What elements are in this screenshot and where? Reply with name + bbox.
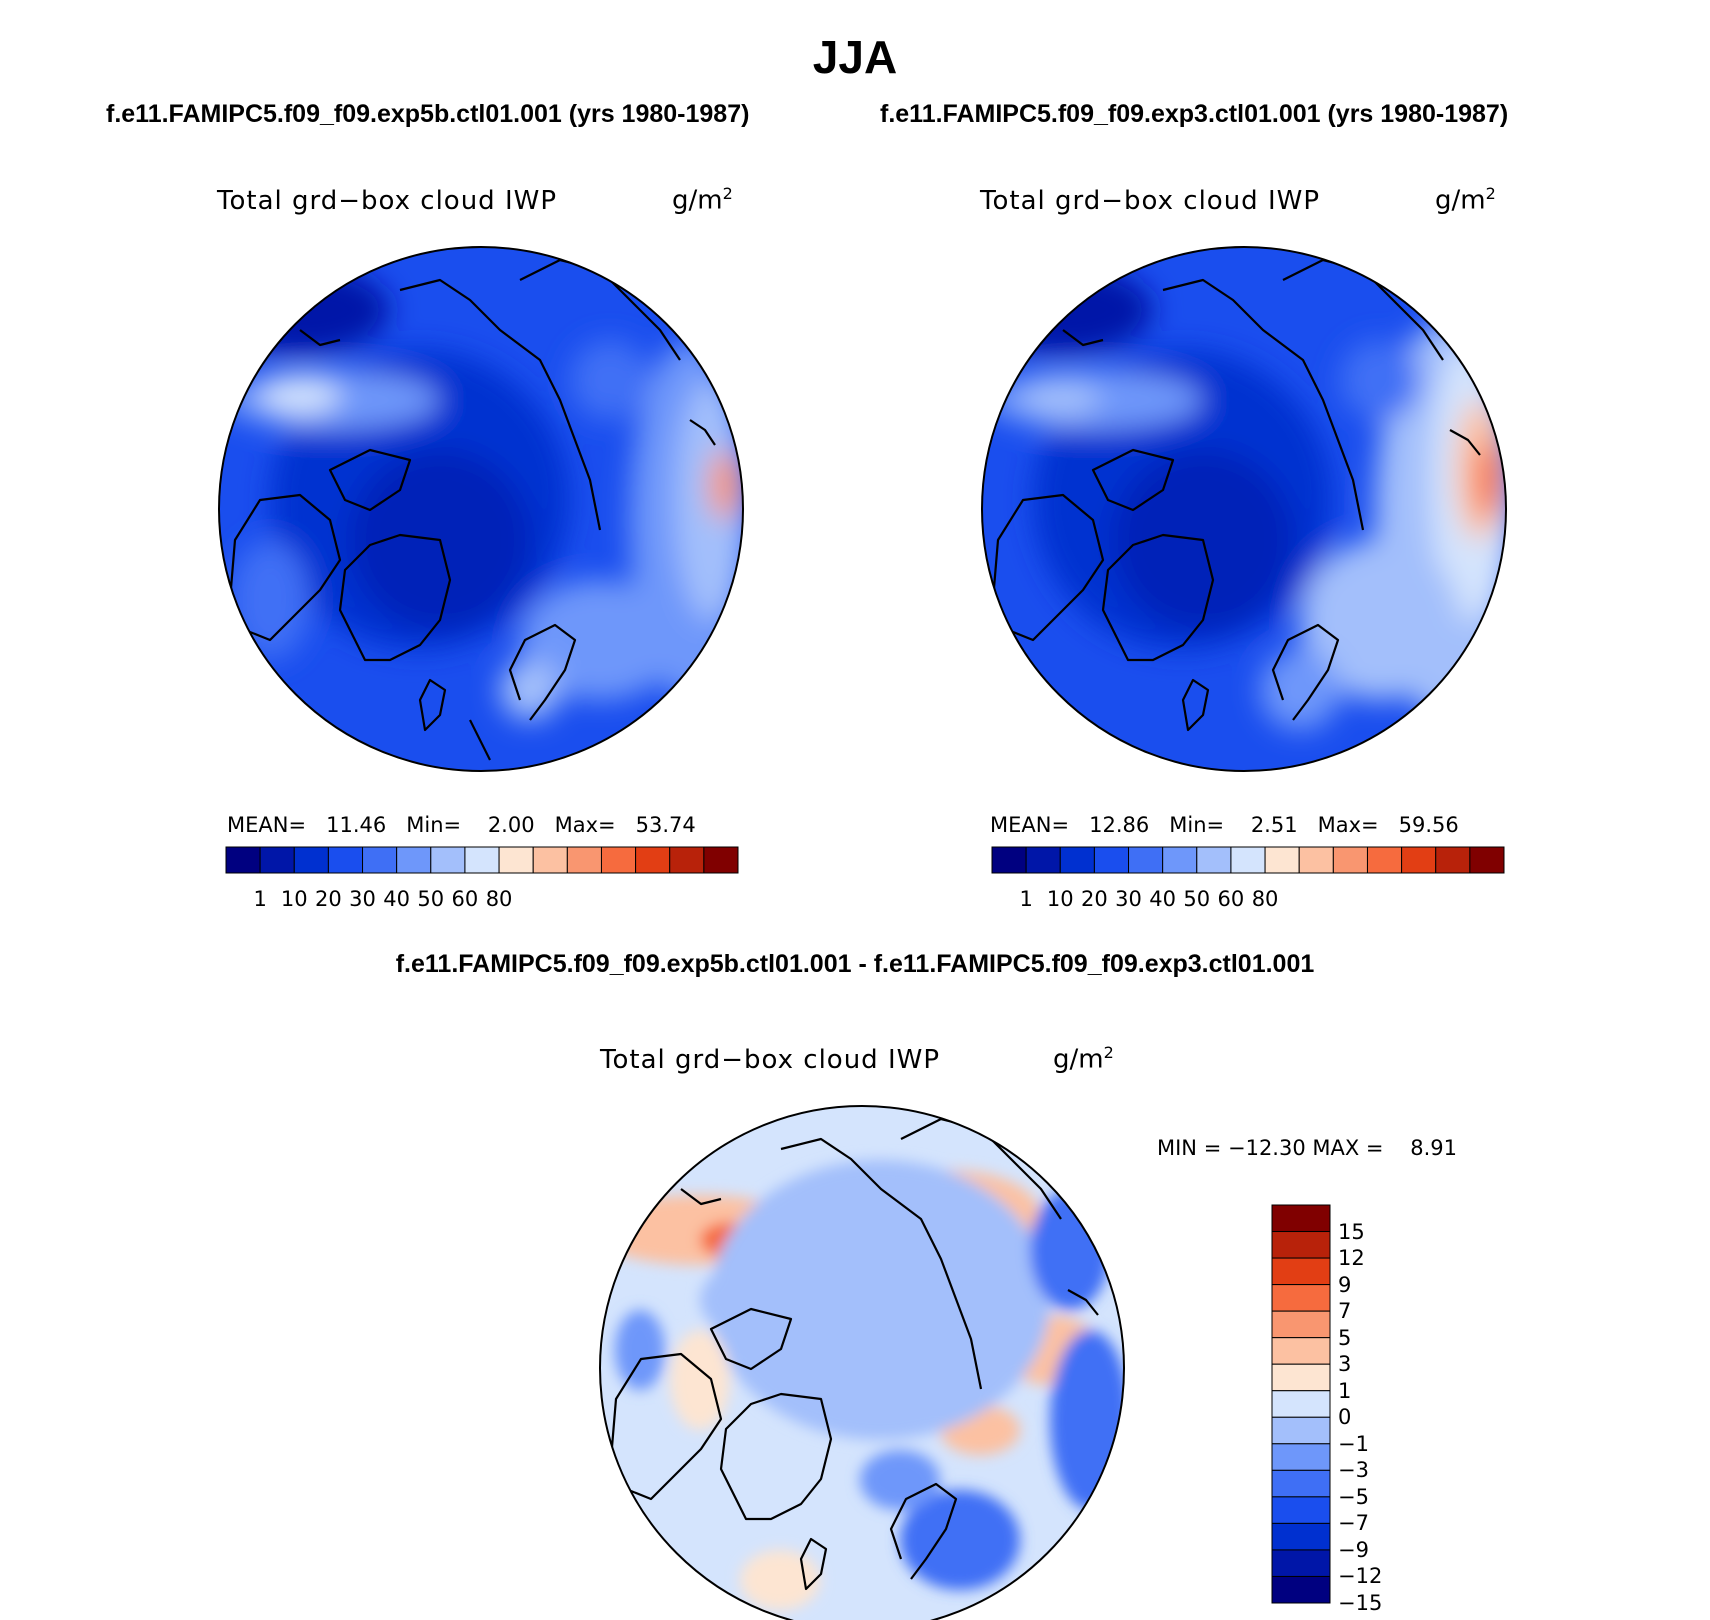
colorbar-tick-label: 40 bbox=[1149, 887, 1177, 911]
colorbar-swatch bbox=[1264, 846, 1300, 874]
diff-variable: Total grd−box cloud IWP bbox=[600, 1045, 941, 1075]
colorbar-swatch bbox=[1059, 846, 1095, 874]
colorbar-tick-label: 12 bbox=[1338, 1246, 1365, 1271]
colorbar-swatch bbox=[259, 846, 295, 874]
colorbar-swatch bbox=[1271, 1363, 1331, 1392]
colorbar-swatch bbox=[293, 846, 329, 874]
map-panel-2 bbox=[981, 246, 1507, 772]
colorbar-tick-label: 1 bbox=[1019, 887, 1033, 911]
colorbar-swatch bbox=[1469, 846, 1505, 874]
colorbar-tick-label: −3 bbox=[1338, 1458, 1369, 1483]
colorbar-swatch bbox=[1271, 1310, 1331, 1339]
figure-title: JJA bbox=[812, 31, 898, 83]
colorbar-swatch bbox=[1271, 1549, 1331, 1577]
colorbar-tick-label: −15 bbox=[1338, 1591, 1383, 1615]
colorbar-swatch bbox=[1025, 846, 1061, 874]
colorbar-swatch bbox=[1093, 846, 1130, 874]
colorbar-swatch bbox=[1230, 846, 1266, 874]
colorbar-panel2 bbox=[991, 846, 1505, 874]
colorbar-panel1 bbox=[225, 846, 739, 874]
colorbar-tick-label: 30 bbox=[1115, 887, 1142, 911]
colorbar-tick-label: 1 bbox=[1338, 1378, 1352, 1403]
diff-stats: MIN = −12.30 MAX = 8.91 bbox=[1157, 1136, 1458, 1160]
panel1-stats: MEAN= 11.46 Min= 2.00 Max= 53.74 bbox=[227, 813, 696, 837]
colorbar-swatch bbox=[225, 846, 261, 874]
colorbar-tick-label: 3 bbox=[1338, 1352, 1352, 1377]
colorbar-swatch bbox=[1271, 1496, 1331, 1524]
colorbar-swatch bbox=[1162, 846, 1198, 874]
panel2-stats: MEAN= 12.86 Min= 2.51 Max= 59.56 bbox=[990, 813, 1459, 837]
colorbar-swatch bbox=[1271, 1257, 1331, 1286]
colorbar-swatch bbox=[566, 846, 602, 874]
colorbar-swatch bbox=[1271, 1443, 1331, 1471]
colorbar-tick-label: −1 bbox=[1338, 1431, 1369, 1456]
colorbar-tick-label: 10 bbox=[280, 887, 308, 911]
colorbar-swatch bbox=[1271, 1416, 1331, 1445]
colorbar-swatch bbox=[1271, 1469, 1331, 1498]
colorbar-tick-label: 50 bbox=[417, 887, 445, 911]
case1-title: f.e11.FAMIPC5.f09_f09.exp5b.ctl01.001 (y… bbox=[106, 100, 750, 128]
map-panel-diff bbox=[599, 1105, 1125, 1620]
colorbar-tick-label: 10 bbox=[1046, 887, 1074, 911]
colorbar-tick-label: 15 bbox=[1338, 1219, 1365, 1244]
colorbar-swatch bbox=[1298, 846, 1334, 874]
colorbar-diff bbox=[1271, 1204, 1331, 1604]
colorbar-swatch bbox=[1366, 846, 1403, 874]
colorbar-swatch bbox=[1128, 846, 1164, 874]
colorbar-tick-label: 9 bbox=[1338, 1272, 1352, 1297]
colorbar-swatch bbox=[703, 846, 739, 874]
colorbar-swatch bbox=[1271, 1575, 1331, 1604]
colorbar-swatch bbox=[1271, 1204, 1331, 1233]
colorbar-swatch bbox=[327, 846, 364, 874]
colorbar-tick-label: 0 bbox=[1338, 1405, 1352, 1430]
colorbar-tick-label: 5 bbox=[1338, 1325, 1352, 1350]
colorbar-swatch bbox=[464, 846, 500, 874]
colorbar-swatch bbox=[1271, 1390, 1331, 1418]
diff-units: g/m2 bbox=[1053, 1043, 1114, 1075]
colorbar-swatch bbox=[1196, 846, 1232, 874]
case2-title: f.e11.FAMIPC5.f09_f09.exp3.ctl01.001 (yr… bbox=[880, 100, 1509, 128]
colorbar-swatch bbox=[532, 846, 568, 874]
colorbar-tick-label: 50 bbox=[1183, 887, 1211, 911]
colorbar-tick-label: 20 bbox=[315, 887, 342, 911]
colorbar-swatch bbox=[430, 846, 466, 874]
colorbar-tick-label: −12 bbox=[1338, 1564, 1383, 1589]
colorbar-tick-label: 80 bbox=[1251, 887, 1279, 911]
colorbar-tick-label: 60 bbox=[451, 887, 479, 911]
colorbar-swatch bbox=[669, 846, 705, 874]
colorbar-tick-label: −7 bbox=[1338, 1511, 1369, 1536]
colorbar-swatch bbox=[362, 846, 398, 874]
panel1-units: g/m2 bbox=[672, 184, 733, 216]
panel1-variable: Total grd−box cloud IWP bbox=[217, 186, 558, 216]
colorbar-tick-label: −9 bbox=[1338, 1537, 1369, 1562]
panel2-units: g/m2 bbox=[1435, 184, 1496, 216]
colorbar-swatch bbox=[1271, 1337, 1331, 1365]
colorbar-tick-label: 30 bbox=[349, 887, 376, 911]
colorbar-swatch bbox=[396, 846, 432, 874]
colorbar-tick-label: 7 bbox=[1338, 1299, 1352, 1324]
colorbar-swatch bbox=[1271, 1522, 1331, 1551]
diff-title: f.e11.FAMIPC5.f09_f09.exp5b.ctl01.001 - … bbox=[395, 950, 1315, 978]
colorbar-tick-label: 60 bbox=[1217, 887, 1245, 911]
diff-colorbar-tick-labels: 15 12 9 7 5 3 1 0 −1 −3 −5 −7 −9 −12 −15 bbox=[1338, 0, 1438, 1620]
colorbar-tick-label: 40 bbox=[383, 887, 411, 911]
map-panel-1 bbox=[218, 246, 744, 772]
colorbar-tick-label: 1 bbox=[253, 887, 267, 911]
colorbar-tick-label: 80 bbox=[485, 887, 513, 911]
colorbar-swatch bbox=[1271, 1284, 1331, 1312]
panel2-variable: Total grd−box cloud IWP bbox=[980, 186, 1321, 216]
colorbar-swatch bbox=[498, 846, 534, 874]
colorbar-swatch bbox=[991, 846, 1027, 874]
colorbar-tick-label: −5 bbox=[1338, 1484, 1369, 1509]
colorbar-tick-label: 20 bbox=[1081, 887, 1108, 911]
colorbar-swatch bbox=[600, 846, 637, 874]
colorbar-swatch bbox=[1435, 846, 1471, 874]
colorbar-swatch bbox=[1271, 1231, 1331, 1259]
colorbar-swatch bbox=[635, 846, 671, 874]
